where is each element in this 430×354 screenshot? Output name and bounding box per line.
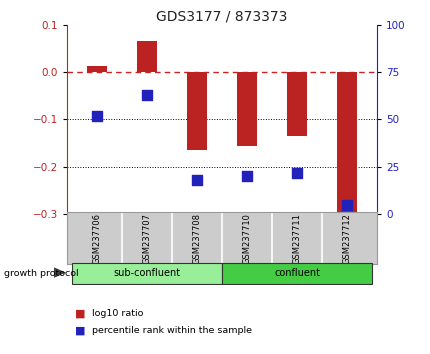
Text: sub-confluent: sub-confluent	[113, 268, 180, 279]
Text: GSM237711: GSM237711	[292, 213, 301, 263]
Point	[343, 202, 350, 207]
Bar	[336, 72, 356, 212]
Bar	[137, 41, 157, 72]
Point	[243, 173, 250, 179]
Text: confluent: confluent	[273, 268, 319, 279]
Polygon shape	[54, 267, 66, 278]
Text: growth protocol: growth protocol	[4, 269, 79, 278]
Bar	[86, 66, 107, 72]
Text: GSM237708: GSM237708	[192, 212, 201, 264]
Point	[93, 113, 100, 119]
Point	[193, 177, 200, 183]
Text: GSM237706: GSM237706	[92, 212, 101, 264]
Text: percentile rank within the sample: percentile rank within the sample	[92, 326, 251, 336]
Title: GDS3177 / 873373: GDS3177 / 873373	[156, 10, 287, 24]
Bar	[237, 72, 256, 145]
Text: GSM237712: GSM237712	[342, 213, 351, 263]
FancyBboxPatch shape	[72, 263, 221, 284]
FancyBboxPatch shape	[221, 263, 371, 284]
Text: log10 ratio: log10 ratio	[92, 309, 143, 318]
Text: GSM237710: GSM237710	[242, 213, 251, 263]
Bar	[286, 72, 306, 136]
Text: GSM237707: GSM237707	[142, 212, 151, 264]
Bar	[187, 72, 206, 150]
Point	[143, 92, 150, 98]
Text: ■: ■	[75, 308, 86, 318]
Text: ■: ■	[75, 326, 86, 336]
Point	[293, 170, 300, 175]
